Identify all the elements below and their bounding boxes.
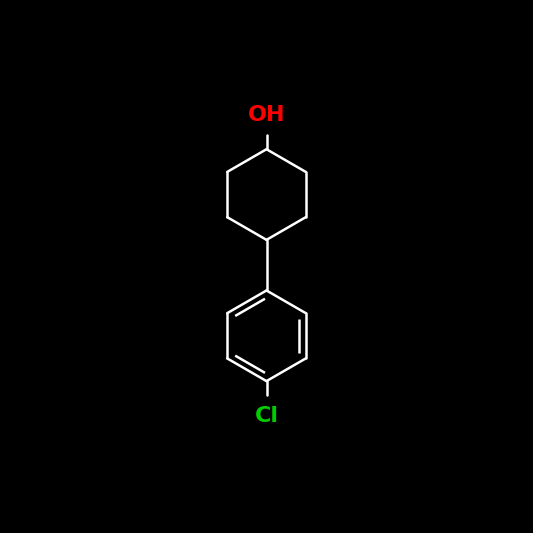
Text: Cl: Cl <box>254 406 279 426</box>
Text: OH: OH <box>248 104 285 125</box>
